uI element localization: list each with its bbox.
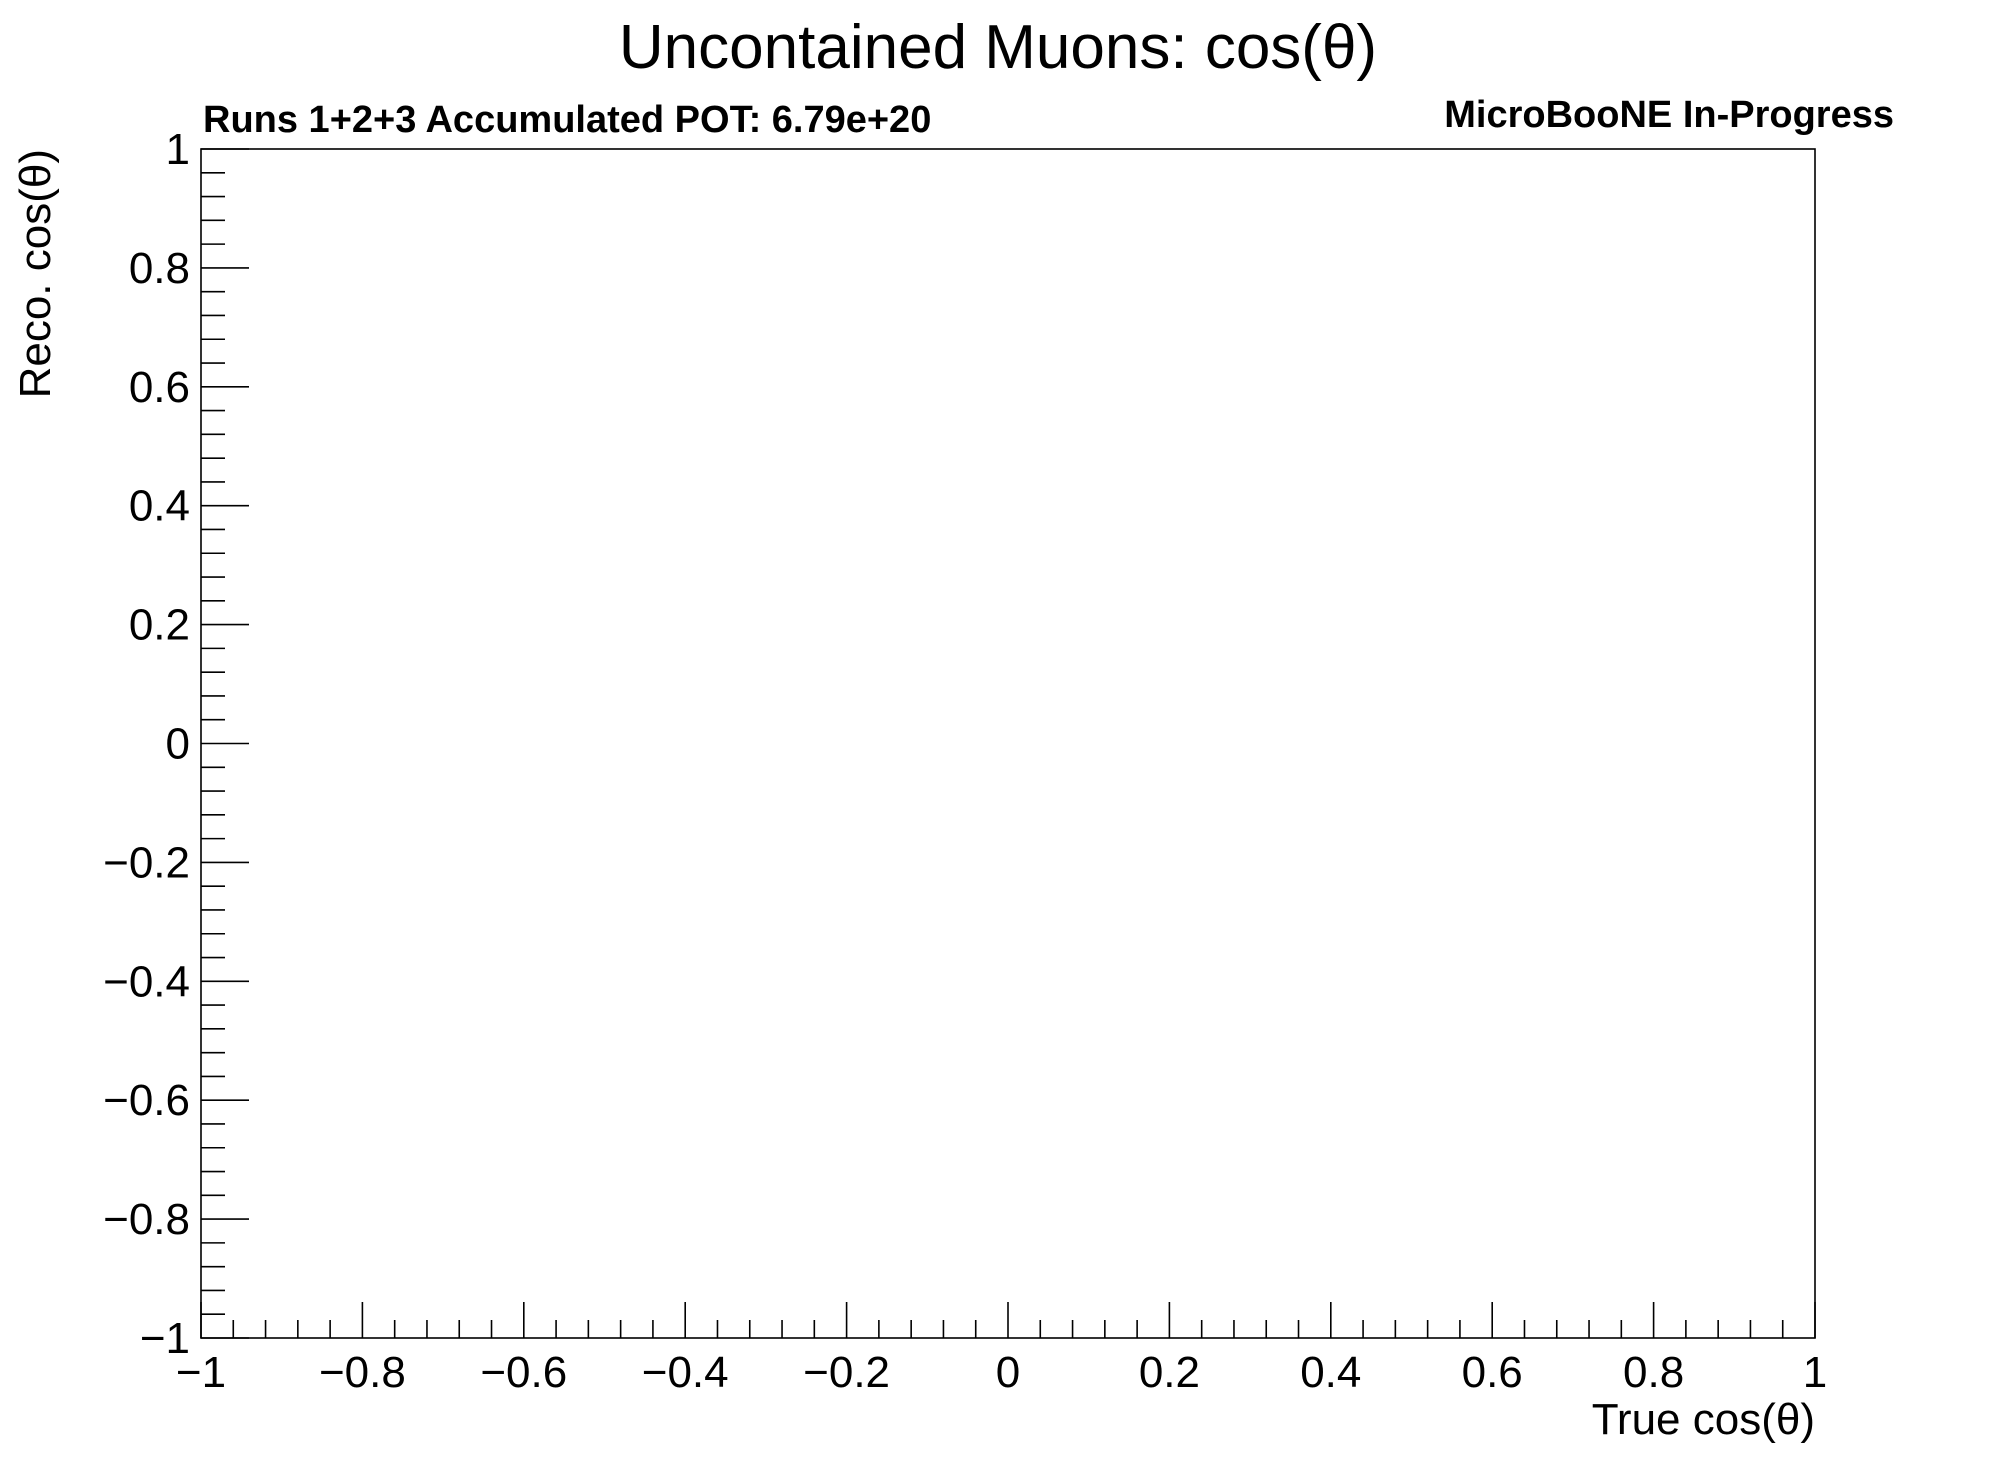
x-axis-label: True cos(θ) <box>1592 1395 1815 1444</box>
y-tick-label: −0.4 <box>103 957 190 1006</box>
y-tick-label: 0.8 <box>129 244 190 293</box>
y-tick-label: −0.2 <box>103 838 190 887</box>
y-axis-label: Reco. cos(θ) <box>11 149 60 398</box>
y-tick-label: 1 <box>166 125 190 174</box>
plot-frame <box>200 148 1816 1339</box>
x-tick-label: 0.2 <box>1139 1348 1200 1397</box>
x-tick-label: 1 <box>1803 1348 1827 1397</box>
x-tick-label: −1 <box>176 1348 226 1397</box>
chart-subtitle-left: Runs 1+2+3 Accumulated POT: 6.79e+20 <box>203 99 931 141</box>
x-tick-label: 0.4 <box>1300 1348 1361 1397</box>
y-tick-label: −0.6 <box>103 1076 190 1125</box>
x-axis-tick-labels: −1 −0.8 −0.6 −0.4 −0.2 0 0.2 0.4 0.6 0.8 1 <box>176 1348 1827 1397</box>
x-tick-label: −0.6 <box>480 1348 567 1397</box>
x-tick-label: 0.8 <box>1623 1348 1684 1397</box>
chart-subtitle-right: MicroBooNE In-Progress <box>1444 94 1894 136</box>
y-axis-tick-labels: −1 −0.8 −0.6 −0.4 −0.2 0 0.2 0.4 0.6 0.8 1 <box>103 125 190 1363</box>
y-tick-label: 0.6 <box>129 363 190 412</box>
y-axis-ticks <box>201 148 249 1339</box>
y-tick-label: 0.2 <box>129 601 190 650</box>
y-tick-label: 0 <box>166 720 190 769</box>
y-tick-label: 0.4 <box>129 482 190 531</box>
x-axis-ticks <box>200 1302 1816 1338</box>
x-tick-label: 0.6 <box>1462 1348 1523 1397</box>
x-tick-label: −0.4 <box>642 1348 729 1397</box>
x-tick-label: 0 <box>996 1348 1020 1397</box>
y-tick-label: −0.8 <box>103 1195 190 1244</box>
x-tick-label: −0.8 <box>319 1348 406 1397</box>
chart-title: Uncontained Muons: cos(θ) <box>619 13 1377 82</box>
y-tick-label: −1 <box>140 1314 190 1363</box>
x-tick-label: −0.2 <box>803 1348 890 1397</box>
